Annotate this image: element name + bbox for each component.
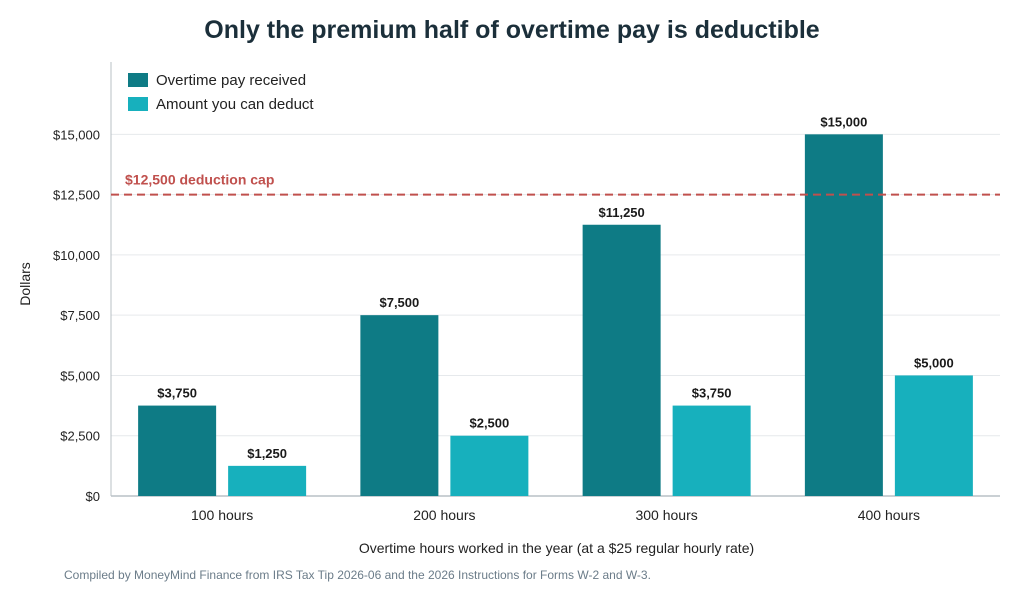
legend-item-overtime: Overtime pay received [128,68,314,92]
legend-swatch-overtime [128,73,148,87]
bar-overtime [804,134,883,497]
bar-overtime [138,405,217,496]
legend-item-deduct: Amount you can deduct [128,92,314,116]
y-tick-label: $5,000 [60,368,100,383]
bar-deduct [228,465,307,496]
source-note: Compiled by MoneyMind Finance from IRS T… [64,568,651,582]
bar-deduct [450,435,529,496]
bar-value-label: $1,250 [247,446,287,461]
y-tick-label: $0 [86,489,100,504]
chart-legend: Overtime pay received Amount you can ded… [128,68,314,116]
bar-value-label: $15,000 [820,114,867,129]
x-tick-label: 100 hours [191,507,253,523]
x-tick-label: 200 hours [413,507,475,523]
bar-overtime [360,315,439,496]
y-axis-title: Dollars [17,262,33,306]
x-tick-label: 400 hours [858,507,920,523]
bar-value-label: $5,000 [914,355,954,370]
y-tick-label: $12,500 [53,188,100,203]
bar-value-label: $7,500 [379,295,419,310]
y-tick-label: $7,500 [60,308,100,323]
bar-value-label: $2,500 [469,416,509,431]
y-tick-label: $10,000 [53,248,100,263]
bar-value-label: $3,750 [692,386,732,401]
x-tick-label: 300 hours [635,507,697,523]
deduction-cap-label: $12,500 deduction cap [125,172,274,188]
bar-overtime [582,224,661,496]
bar-value-label: $3,750 [157,386,197,401]
bar-value-label: $11,250 [598,205,644,220]
y-tick-label: $2,500 [60,429,100,444]
legend-swatch-deduct [128,97,148,111]
bar-deduct [894,375,973,496]
legend-label-deduct: Amount you can deduct [156,95,314,113]
legend-label-overtime: Overtime pay received [156,71,307,89]
y-tick-label: $15,000 [53,127,100,142]
x-axis-title: Overtime hours worked in the year (at a … [359,540,754,556]
chart-title: Only the premium half of overtime pay is… [204,16,820,44]
bar-deduct [672,405,751,496]
